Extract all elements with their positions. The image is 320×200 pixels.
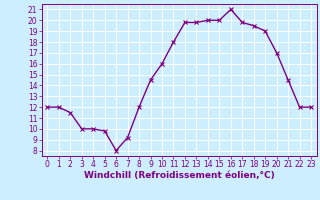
X-axis label: Windchill (Refroidissement éolien,°C): Windchill (Refroidissement éolien,°C): [84, 171, 275, 180]
